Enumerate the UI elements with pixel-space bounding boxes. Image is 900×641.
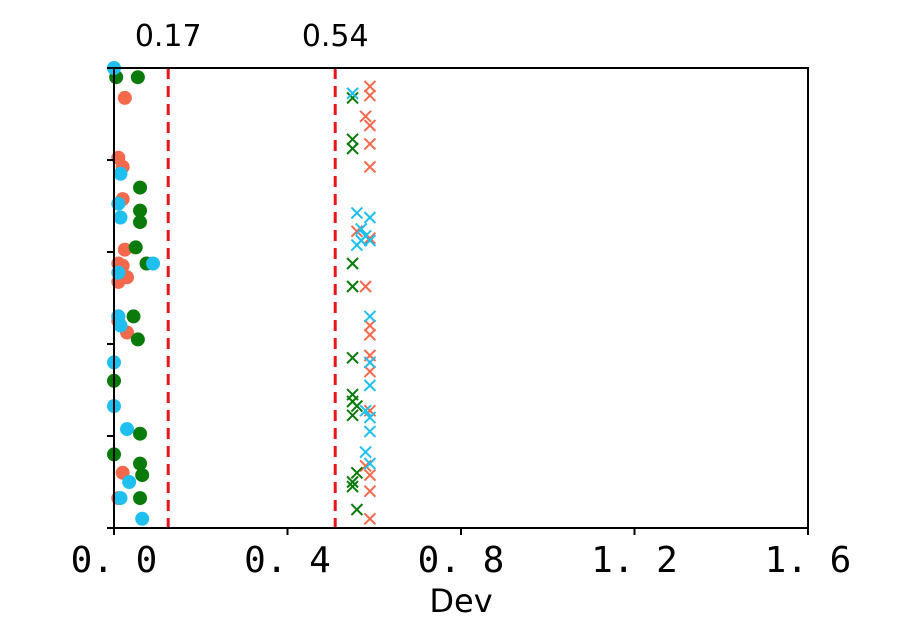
data-point-red-x: [363, 119, 377, 132]
data-points: [107, 61, 377, 526]
x-tick-label: 1. 6: [765, 540, 852, 581]
data-point-red-x: [363, 319, 377, 332]
data-point-green-x: [346, 351, 359, 365]
data-point-blue-x: [350, 238, 364, 252]
y-axis-ticks: [107, 67, 114, 529]
data-point-red-x: [363, 365, 377, 378]
data-point-green-circle: [133, 456, 148, 471]
data-point-blue-circle: [122, 475, 137, 489]
data-point-blue-circle: [113, 318, 128, 333]
data-point-blue-circle: [113, 491, 128, 506]
data-point-blue-x: [363, 425, 377, 438]
data-point-green-x: [346, 133, 359, 146]
x-axis-ticks: 0. 0 0. 4 0. 8 1. 2 1. 6: [71, 528, 852, 581]
data-point-green-circle: [133, 491, 148, 506]
data-point-green-x: [346, 475, 359, 489]
x-tick-label: 0. 0: [71, 540, 158, 581]
data-point-red-x: [363, 160, 377, 174]
data-point-green-x: [346, 91, 359, 105]
data-point-red-x: [363, 80, 377, 93]
data-point-green-x: [350, 466, 364, 480]
data-point-red-x: [363, 484, 377, 498]
data-point-green-x: [346, 480, 359, 493]
data-point-blue-x: [363, 457, 377, 470]
data-point-green-circle: [128, 240, 143, 255]
data-point-green-circle: [135, 468, 150, 483]
data-point-green-x: [350, 399, 364, 413]
data-point-red-x: [363, 137, 377, 151]
x-tick-label: 0. 8: [418, 540, 505, 581]
data-point-blue-x: [363, 379, 377, 392]
data-point-green-circle: [130, 70, 145, 85]
data-point-blue-x: [355, 222, 368, 236]
data-point-green-x: [346, 142, 359, 155]
data-point-red-x: [363, 468, 377, 482]
data-point-blue-circle: [146, 256, 161, 271]
data-point-blue-circle: [120, 422, 135, 437]
data-point-green-x: [346, 257, 359, 270]
data-point-green-circle: [133, 203, 148, 218]
x-axis-label: Dev: [429, 582, 492, 620]
data-point-green-circle: [133, 426, 148, 441]
data-point-blue-x: [363, 211, 377, 224]
data-point-blue-x: [363, 310, 377, 323]
data-point-green-x: [346, 409, 359, 422]
data-point-blue-x: [359, 445, 372, 459]
data-point-blue-x: [350, 206, 364, 220]
data-point-red-x: [359, 110, 372, 123]
data-point-red-x: [359, 280, 372, 293]
data-point-blue-x: [346, 87, 359, 100]
data-point-green-x: [346, 280, 359, 293]
data-point-red-circle: [117, 90, 132, 105]
plot-frame: [113, 67, 809, 529]
x-tick-label: 0. 4: [244, 540, 331, 581]
x-tick-label: 1. 2: [591, 540, 678, 581]
data-point-red-x: [363, 328, 377, 342]
data-point-red-circle: [117, 242, 132, 257]
data-point-blue-circle: [113, 210, 128, 225]
data-point-red-x: [363, 512, 377, 526]
threshold-label: 0.17: [135, 19, 202, 54]
data-point-blue-circle: [113, 166, 128, 181]
data-point-red-x: [363, 89, 377, 102]
data-point-blue-x: [359, 404, 372, 417]
data-point-green-circle: [133, 180, 148, 195]
data-point-green-circle: [130, 332, 145, 347]
data-point-green-x: [350, 503, 364, 516]
threshold-label: 0.54: [302, 19, 369, 54]
data-point-green-circle: [126, 309, 141, 324]
data-point-blue-x: [363, 411, 377, 424]
data-point-green-circle: [133, 215, 148, 230]
data-point-blue-circle: [135, 511, 150, 526]
data-point-blue-x: [363, 356, 377, 369]
threshold-lines: 0.17 0.54: [135, 19, 369, 528]
